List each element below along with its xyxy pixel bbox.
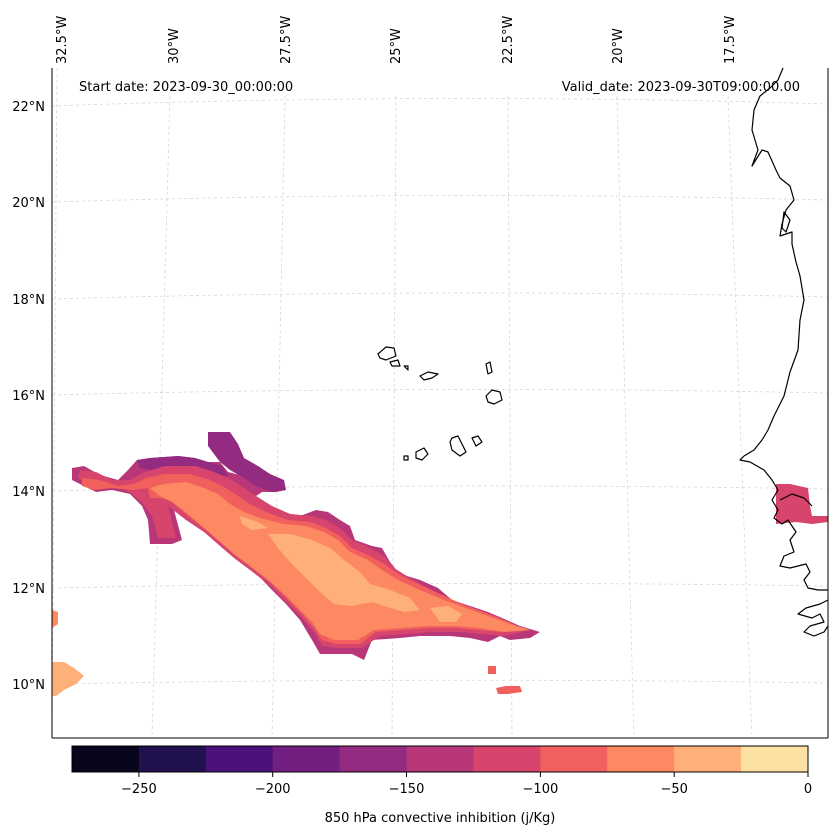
lat-label-14n: 14°N [12, 485, 45, 500]
parallel-12n [51, 583, 829, 589]
lat-label-10n: 10°N [12, 678, 45, 693]
colorbar [72, 746, 809, 772]
cin-region-islet-2 [496, 686, 522, 694]
colorbar-swatch [473, 746, 541, 772]
cin-region-light-small [240, 516, 268, 530]
lon-label-17-5w: 17.5°W [723, 16, 738, 64]
lon-label-25w: 25°W [389, 28, 404, 64]
lon-label-32-5w: 32.5°W [55, 16, 70, 64]
cape-verde-sao-vicente [389, 359, 401, 367]
cin-region-coast [776, 484, 828, 524]
cape-verde-santa-luzia [403, 365, 409, 371]
colorbar-swatch [272, 746, 341, 772]
parallel-10n [51, 679, 829, 685]
cin-region-west-edge [52, 662, 84, 696]
cape-verde-brava [403, 455, 409, 461]
colorbar-tick-label: −50 [660, 782, 687, 797]
cin-region-islet-1 [488, 666, 496, 674]
cin-region-north-lobe [208, 432, 286, 492]
colorbar-outline [71, 745, 809, 773]
cape-verde-santo-antao [377, 346, 397, 361]
colorbar-swatch [540, 746, 608, 772]
parallel-22n [51, 98, 829, 107]
colorbar-swatch [72, 746, 140, 772]
colorbar-swatch [741, 746, 809, 772]
colorbar-swatch [674, 746, 742, 772]
coastlines [377, 67, 829, 637]
longitude-labels: 32.5°W 30°W 27.5°W 25°W 22.5°W 20°W 17.5… [55, 16, 738, 64]
start-date-label: Start date: 2023-09-30_00:00:00 [79, 80, 293, 95]
latitude-labels: 22°N 20°N 18°N 16°N 14°N 12°N 10°N [12, 100, 45, 693]
parallel-18n [51, 292, 829, 300]
valid-date-label: Valid_date: 2023-09-30T09:00:00.00 [562, 80, 800, 95]
lon-label-27-5w: 27.5°W [279, 16, 294, 64]
lat-label-12n: 12°N [12, 582, 45, 597]
colorbar-tick-label: −150 [389, 782, 425, 797]
cin-region-light [268, 534, 420, 612]
colorbar-ticks: −250 −200 −150 −100 −50 0 [121, 772, 812, 797]
colorbar-swatch [205, 746, 274, 772]
cape-verde-maio [471, 435, 483, 447]
western-sahara-islet [781, 211, 791, 233]
parallel-20n [51, 195, 829, 203]
gambia-river [779, 493, 813, 507]
lat-label-16n: 16°N [12, 389, 45, 404]
cape-verde-sal [485, 361, 493, 375]
colorbar-swatch [138, 746, 207, 772]
cin-region-light-east [430, 606, 462, 622]
cape-verde-fogo [415, 447, 429, 461]
parallel-16n [51, 389, 829, 396]
colorbar-tick-label: −100 [523, 782, 559, 797]
lat-label-22n: 22°N [12, 100, 45, 115]
colorbar-swatch [406, 746, 474, 772]
lat-label-20n: 20°N [12, 196, 45, 211]
lon-label-22-5w: 22.5°W [501, 16, 516, 64]
colorbar-tick-label: −200 [255, 782, 291, 797]
cape-verde-santiago [449, 435, 467, 457]
cin-region-west-edge-2 [52, 610, 58, 628]
colorbar-label: 850 hPa convective inhibition (j/Kg) [325, 811, 556, 826]
africa-coastline [739, 67, 828, 591]
lat-label-18n: 18°N [12, 293, 45, 308]
map-frame [51, 68, 829, 739]
africa-coastline-south [797, 599, 829, 637]
meridian-17-5w [727, 95, 753, 739]
colorbar-swatch [607, 746, 675, 772]
map-background [52, 68, 828, 738]
cin-field [52, 432, 828, 696]
colorbar-tick-label: −250 [121, 782, 157, 797]
meridian-27-5w [271, 95, 286, 739]
cape-verde-sao-nicolau [419, 371, 439, 381]
meridian-30w [151, 95, 171, 739]
cape-verde-boa-vista [485, 389, 503, 405]
colorbar-tick-label: 0 [804, 782, 812, 797]
colorbar-swatch [339, 746, 408, 772]
meridian-20w [616, 95, 635, 739]
lon-label-30w: 30°W [167, 28, 182, 64]
lon-label-20w: 20°W [611, 28, 626, 64]
